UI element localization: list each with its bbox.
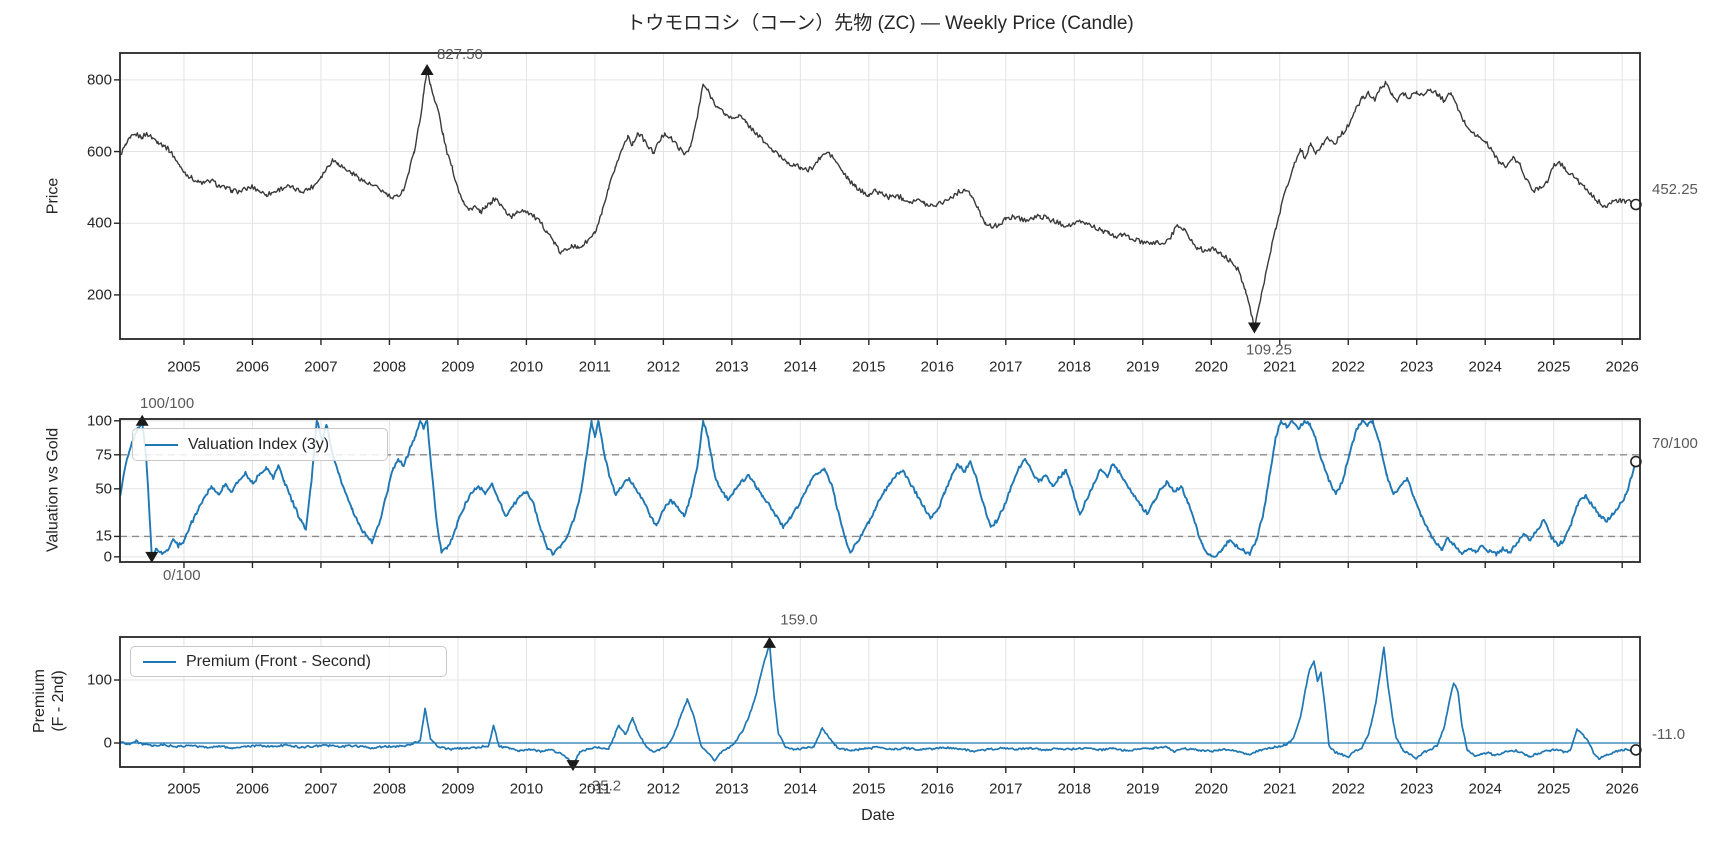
x-tick-label: 2011 (578, 780, 612, 798)
x-tick-label: 2009 (441, 358, 475, 376)
min-marker-icon (145, 551, 159, 563)
legend-valuation-label: Valuation Index (3y) (188, 435, 330, 453)
y-tick-label: 200 (86, 286, 112, 304)
x-tick-label: 2017 (989, 358, 1023, 376)
annotation-valuation-min: 0/100 (163, 567, 201, 584)
x-tick-label: 2026 (1605, 358, 1639, 376)
x-tick-label: 2009 (441, 780, 475, 798)
y-tick-label: 100 (86, 412, 112, 430)
x-tick-label: 2024 (1468, 780, 1502, 798)
y-tick-label: 15 (95, 527, 112, 545)
x-axis-label-date: Date (861, 807, 895, 824)
x-tick-label: 2020 (1194, 358, 1228, 376)
x-tick-label: 2022 (1331, 780, 1365, 798)
x-tick-label: 2025 (1537, 780, 1571, 798)
x-tick-label: 2008 (372, 358, 407, 376)
x-tick-label: 2026 (1605, 780, 1639, 798)
annotation-price-max: 827.50 (437, 46, 483, 63)
max-marker-icon (763, 636, 777, 648)
x-tick-label: 2024 (1468, 358, 1502, 376)
x-tick-label: 2015 (852, 780, 886, 798)
series-line-price (120, 69, 1637, 329)
min-marker-icon (1247, 322, 1261, 334)
x-tick-label: 2005 (167, 780, 201, 798)
x-tick-label: 2012 (646, 358, 681, 376)
annotation-valuation-last: 70/100 (1652, 435, 1698, 452)
y-tick-label: 400 (86, 214, 112, 232)
x-tick-label: 2017 (989, 780, 1023, 798)
annotation-price-min: 109.25 (1246, 341, 1292, 359)
x-tick-label: 2006 (235, 780, 270, 798)
panel-border-price (119, 52, 1641, 340)
max-marker-icon (135, 414, 149, 426)
x-tick-label: 2010 (509, 358, 544, 376)
x-tick-label: 2023 (1400, 780, 1434, 798)
y-tick-label: 100 (86, 671, 112, 689)
legend-valuation-index: Valuation Index (3y) (132, 428, 388, 461)
legend-premium-label: Premium (Front - Second) (186, 652, 371, 670)
x-tick-label: 2015 (852, 358, 886, 376)
x-tick-label: 2018 (1057, 358, 1091, 376)
y-tick-label: 0 (103, 734, 112, 752)
x-tick-label: 2006 (235, 358, 270, 376)
legend-line-swatch-blue (145, 443, 178, 446)
series-line-valuation (120, 419, 1637, 558)
annotation-premium-max: 159.0 (780, 611, 818, 629)
x-tick-label: 2007 (304, 780, 338, 798)
panel-border-premium (119, 636, 1641, 768)
legend-line-swatch-blue (143, 660, 176, 663)
min-marker-icon (566, 760, 580, 772)
y-axis-label-valuation: Valuation vs Gold (44, 427, 62, 553)
y-axis-label-premium-line1: Premium (31, 668, 48, 734)
max-marker-icon (420, 64, 434, 76)
x-tick-label: 2019 (1126, 358, 1160, 376)
x-tick-label: 2023 (1400, 358, 1434, 376)
x-tick-label: 2016 (920, 358, 954, 376)
x-tick-label: 2010 (509, 780, 544, 798)
x-tick-label: 2005 (167, 358, 201, 376)
x-tick-label: 2021 (1263, 358, 1297, 376)
x-tick-label: 2012 (646, 780, 681, 798)
x-tick-label: 2016 (920, 780, 954, 798)
x-tick-label: 2013 (715, 780, 749, 798)
legend-premium: Premium (Front - Second) (130, 646, 447, 677)
x-tick-label: 2025 (1537, 358, 1571, 376)
annotation-price-last: 452.25 (1652, 181, 1698, 198)
y-axis-label-price: Price (44, 177, 62, 215)
x-tick-label: 2007 (304, 358, 338, 376)
x-tick-label: 2022 (1331, 358, 1365, 376)
chart-title: トウモロコシ（コーン）先物 (ZC) — Weekly Price (Candl… (626, 13, 1134, 34)
y-tick-label: 800 (86, 71, 112, 89)
y-tick-label: 0 (103, 548, 112, 566)
x-tick-label: 2011 (578, 358, 612, 376)
annotation-premium-last: -11.0 (1652, 726, 1686, 743)
series-line-premium (120, 642, 1637, 767)
annotation-premium-min: -35.2 (586, 777, 622, 795)
x-tick-label: 2021 (1263, 780, 1297, 798)
x-tick-label: 2019 (1126, 780, 1160, 798)
panel-border-valuation (119, 418, 1641, 563)
y-tick-label: 50 (95, 480, 112, 498)
x-tick-label: 2020 (1194, 780, 1228, 798)
x-tick-label: 2014 (783, 358, 818, 376)
y-tick-label: 600 (86, 143, 112, 161)
y-tick-label: 75 (95, 446, 112, 464)
x-tick-label: 2014 (783, 780, 818, 798)
x-tick-label: 2013 (715, 358, 749, 376)
x-tick-label: 2008 (372, 780, 407, 798)
x-tick-label: 2018 (1057, 780, 1091, 798)
annotation-valuation-max: 100/100 (140, 395, 195, 412)
